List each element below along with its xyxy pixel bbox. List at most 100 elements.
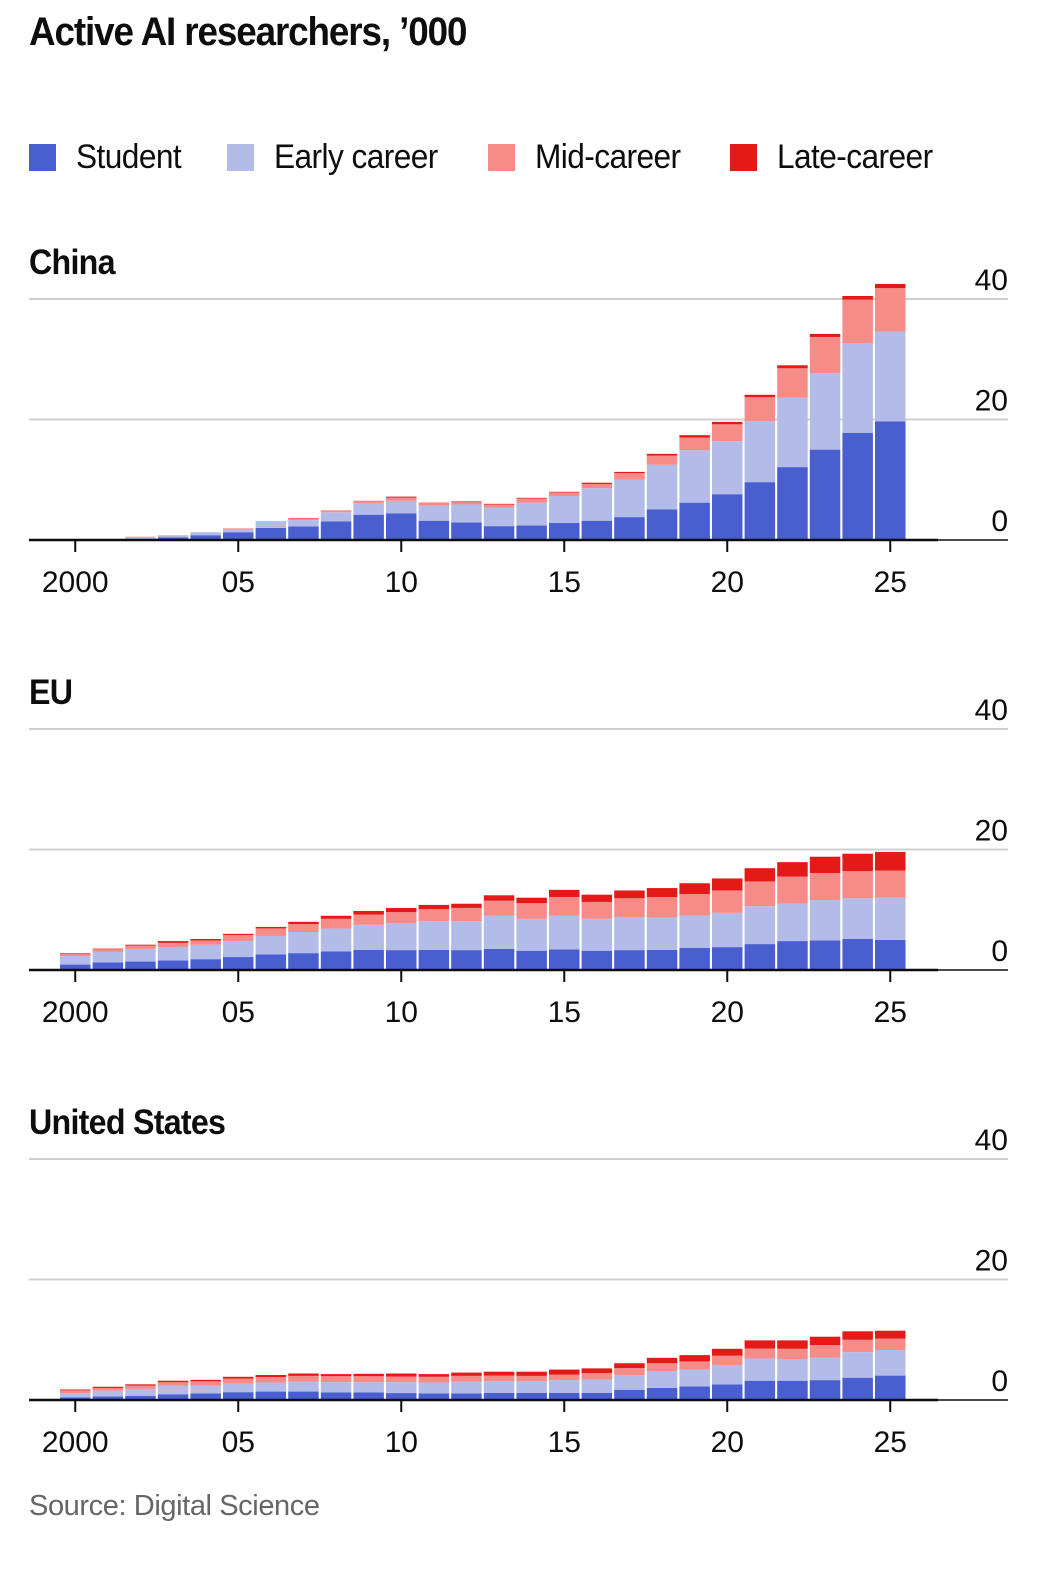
bar-united-states-2004-early-career bbox=[190, 1385, 221, 1394]
bar-china-2025-early-career bbox=[875, 331, 906, 422]
bar-china-2014-mid-career bbox=[516, 498, 547, 503]
bar-eu-2000-mid-career bbox=[60, 953, 91, 957]
bar-eu-2008-early-career bbox=[320, 928, 352, 952]
bar-china-2008-student bbox=[320, 521, 352, 540]
bar-united-states-2009-late-career bbox=[353, 1373, 384, 1377]
bar-eu-2025-mid-career bbox=[875, 870, 906, 898]
bar-eu-2003-student bbox=[157, 960, 189, 970]
bar-china-2016-student bbox=[581, 520, 613, 540]
bar-united-states-2017-late-career bbox=[614, 1363, 645, 1369]
bar-eu-2002-early-career bbox=[125, 948, 156, 962]
chart-title: Active AI researchers, ’000 bbox=[29, 10, 467, 54]
bar-eu-2006-early-career bbox=[255, 935, 287, 955]
legend-item-late-career: Late-career bbox=[729, 138, 944, 177]
y-tick-label-0: 0 bbox=[991, 505, 1008, 538]
bar-eu-2023-student bbox=[809, 940, 841, 970]
bar-china-2023-late-career bbox=[809, 333, 841, 337]
bar-united-states-2020-mid-career bbox=[712, 1355, 743, 1366]
bar-united-states-2018-early-career bbox=[646, 1371, 678, 1388]
bar-united-states-2004-student bbox=[190, 1393, 221, 1400]
bar-united-states-2019-late-career bbox=[679, 1355, 710, 1362]
bar-eu-2009-student bbox=[353, 949, 384, 970]
bar-eu-2010-student bbox=[386, 950, 417, 970]
bar-eu-2022-mid-career bbox=[777, 876, 808, 904]
bar-united-states-2003-late-career bbox=[157, 1380, 189, 1383]
bar-united-states-2005-student bbox=[223, 1392, 254, 1400]
bar-eu-2009-early-career bbox=[353, 924, 384, 950]
bar-eu-2015-early-career bbox=[549, 915, 580, 950]
bar-china-2006-early-career bbox=[255, 521, 287, 528]
bar-united-states-2010-late-career bbox=[386, 1373, 417, 1377]
bar-china-2019-student bbox=[679, 502, 710, 540]
bar-china-2010-early-career bbox=[386, 500, 417, 514]
bar-china-2025-student bbox=[875, 421, 906, 540]
bar-united-states-2008-mid-career bbox=[320, 1376, 352, 1383]
legend-label-late-career: Late-career bbox=[776, 138, 933, 176]
x-tick-label-2010: 10 bbox=[385, 1426, 418, 1459]
bar-eu-2019-mid-career bbox=[679, 894, 710, 916]
bar-china-2004-student bbox=[190, 535, 221, 540]
bar-china-2014-early-career bbox=[516, 502, 547, 526]
bar-united-states-2020-late-career bbox=[712, 1348, 743, 1356]
bar-eu-2005-early-career bbox=[223, 941, 254, 958]
bar-china-2007-mid-career bbox=[288, 518, 319, 521]
bar-united-states-2012-student bbox=[451, 1393, 482, 1400]
legend-label-mid-career: Mid-career bbox=[535, 138, 681, 176]
bar-united-states-2022-late-career bbox=[777, 1340, 808, 1349]
bar-united-states-2016-student bbox=[581, 1392, 613, 1400]
legend-swatch-early-career bbox=[227, 144, 255, 171]
bar-china-2005-early-career bbox=[223, 529, 254, 533]
x-tick-label-2000: 2000 bbox=[42, 1426, 109, 1459]
x-tick-label-2025: 25 bbox=[874, 1426, 907, 1459]
bar-china-2018-late-career bbox=[646, 453, 678, 456]
bar-eu-2006-late-career bbox=[255, 926, 287, 929]
bar-eu-2011-early-career bbox=[418, 921, 450, 950]
bar-eu-2017-late-career bbox=[614, 890, 645, 899]
bar-united-states-2014-student bbox=[516, 1392, 547, 1400]
bar-united-states-2006-early-career bbox=[255, 1382, 287, 1392]
bar-united-states-2024-early-career bbox=[842, 1352, 873, 1378]
bar-china-2016-early-career bbox=[581, 488, 613, 521]
bar-china-2014-student bbox=[516, 525, 547, 540]
bar-china-2015-early-career bbox=[549, 496, 580, 523]
bar-united-states-2017-early-career bbox=[614, 1375, 645, 1390]
bar-china-2016-mid-career bbox=[581, 483, 613, 489]
bar-united-states-2013-late-career bbox=[483, 1371, 515, 1376]
bar-eu-2023-mid-career bbox=[809, 872, 841, 901]
bar-china-2007-student bbox=[288, 526, 319, 540]
bar-china-2024-student bbox=[842, 432, 873, 540]
bar-eu-2004-student bbox=[190, 959, 221, 970]
bar-united-states-2007-late-career bbox=[288, 1373, 319, 1376]
source-note: Source: Digital Science bbox=[29, 1490, 320, 1522]
bar-eu-2025-early-career bbox=[875, 897, 906, 940]
bar-united-states-2007-early-career bbox=[288, 1381, 319, 1392]
legend-item-mid-career: Mid-career bbox=[488, 138, 691, 177]
bar-china-2020-early-career bbox=[712, 441, 743, 495]
bar-united-states-2002-mid-career bbox=[125, 1385, 156, 1389]
bar-china-2015-late-career bbox=[549, 491, 580, 493]
bar-eu-2001-late-career bbox=[92, 948, 124, 950]
bar-china-2010-student bbox=[386, 513, 417, 540]
bar-eu-2012-late-career bbox=[451, 903, 482, 908]
x-tick-label-2015: 15 bbox=[548, 566, 581, 599]
bar-china-2017-mid-career bbox=[614, 473, 645, 480]
bar-eu-2023-early-career bbox=[809, 900, 841, 941]
bar-eu-2013-mid-career bbox=[483, 900, 515, 916]
bar-united-states-2002-student bbox=[125, 1395, 156, 1400]
bar-united-states-2025-early-career bbox=[875, 1349, 906, 1376]
bar-eu-2013-early-career bbox=[483, 915, 515, 949]
bar-united-states-2015-mid-career bbox=[549, 1374, 580, 1381]
bar-eu-2024-mid-career bbox=[842, 871, 873, 899]
bar-eu-2007-student bbox=[288, 953, 319, 970]
bar-united-states-2000-student bbox=[60, 1397, 91, 1400]
bar-united-states-2005-late-career bbox=[223, 1376, 254, 1379]
bar-united-states-2022-mid-career bbox=[777, 1348, 808, 1360]
bar-united-states-2008-late-career bbox=[320, 1374, 352, 1377]
bar-china-2015-mid-career bbox=[549, 492, 580, 497]
bar-eu-2021-mid-career bbox=[744, 881, 776, 907]
bar-united-states-2021-late-career bbox=[744, 1340, 776, 1349]
panel-title-united-states: United States bbox=[29, 1103, 226, 1142]
x-tick-label-2005: 05 bbox=[222, 996, 255, 1029]
bar-china-2018-student bbox=[646, 509, 678, 540]
y-tick-label-20: 20 bbox=[975, 385, 1008, 418]
